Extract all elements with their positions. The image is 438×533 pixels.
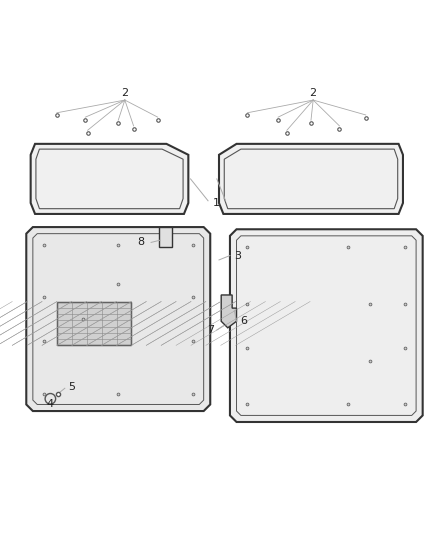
Text: 1: 1 <box>213 198 220 208</box>
Text: 5: 5 <box>68 382 75 392</box>
PathPatch shape <box>221 295 237 328</box>
PathPatch shape <box>230 229 423 422</box>
Text: 2: 2 <box>310 88 317 99</box>
Text: 2: 2 <box>121 88 128 99</box>
Text: 7: 7 <box>207 325 214 335</box>
FancyBboxPatch shape <box>159 227 172 247</box>
PathPatch shape <box>31 144 188 214</box>
Text: 8: 8 <box>138 237 145 247</box>
Text: 6: 6 <box>240 316 247 326</box>
Text: 3: 3 <box>234 251 241 261</box>
PathPatch shape <box>219 144 403 214</box>
FancyBboxPatch shape <box>57 302 131 345</box>
PathPatch shape <box>26 227 210 411</box>
Text: 4: 4 <box>47 399 54 409</box>
